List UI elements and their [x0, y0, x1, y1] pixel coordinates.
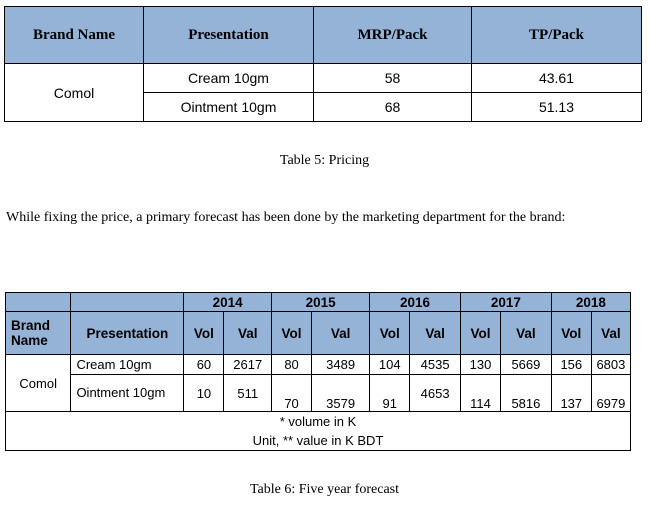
header-val: Val [223, 311, 272, 355]
header-vol: Vol [369, 311, 411, 355]
val-cell: 5816 [500, 374, 552, 412]
header-vol: Vol [459, 311, 502, 355]
year-header: 2017 [459, 292, 552, 312]
tp-cell: 43.61 [471, 63, 642, 93]
header-val: Val [590, 311, 632, 355]
header-presentation: Presentation [70, 311, 185, 355]
val-cell: 6979 [590, 374, 632, 412]
header-vol: Vol [183, 311, 225, 355]
table-row: Ointment 10gm 10 511 70 3579 91 4653 114… [6, 374, 632, 412]
header-tp-pack: TP/Pack [471, 6, 642, 64]
val-cell: 2617 [223, 354, 272, 375]
mrp-cell: 58 [313, 63, 472, 93]
footnote-value: Unit, ** value in K BDT [252, 433, 384, 448]
subheader-row: Brand Name Presentation Vol Val Vol Val … [4, 311, 632, 355]
vol-cell: 104 [369, 354, 411, 375]
val-cell: 5669 [500, 354, 552, 375]
table-row: Comol Cream 10gm 60 2617 80 3489 104 453… [4, 354, 632, 412]
vol-cell: 60 [183, 354, 225, 375]
pricing-table: Brand Name Presentation MRP/Pack TP/Pack… [4, 6, 642, 122]
presentation-cell: Cream 10gm [70, 354, 185, 375]
header-mrp-pack: MRP/Pack [313, 6, 472, 64]
table6-caption: Table 6: Five year forecast [249, 482, 400, 497]
val-cell: 4535 [409, 354, 461, 375]
brand-cell: Comol [4, 63, 144, 122]
header-brand-name: Brand Name [4, 311, 72, 355]
presentation-cell: Ointment 10gm [70, 374, 185, 412]
table5-caption: Table 5: Pricing [279, 153, 370, 168]
header-vol: Vol [550, 311, 592, 355]
presentation-cell: Cream 10gm [143, 63, 314, 93]
header-vol: Vol [270, 311, 313, 355]
pricing-header-row: Brand Name Presentation MRP/Pack TP/Pack [4, 6, 642, 64]
year-header: 2014 [183, 292, 272, 312]
table-row: Comol Cream 10gm 58 43.61 [4, 63, 642, 122]
val-cell: 3489 [311, 354, 371, 375]
val-cell: 6803 [590, 354, 632, 375]
header-presentation: Presentation [143, 6, 314, 64]
val-cell: 4653 [409, 374, 461, 412]
vol-cell: 10 [183, 374, 225, 412]
tp-cell: 51.13 [471, 92, 642, 122]
body-paragraph: While fixing the price, a primary foreca… [6, 210, 566, 225]
blank-header-cell [4, 292, 72, 312]
table-row: Ointment 10gm 68 51.13 [5, 92, 642, 122]
vol-cell: 156 [550, 354, 592, 375]
header-val: Val [311, 311, 371, 355]
vol-cell: 91 [369, 374, 411, 412]
val-cell: 3579 [311, 374, 371, 412]
blank-header-cell [70, 292, 185, 312]
vol-cell: 137 [550, 374, 592, 412]
year-header: 2016 [369, 292, 461, 312]
vol-cell: 80 [270, 354, 313, 375]
forecast-table: 2014 2015 2016 2017 2018 Brand Name Pres… [4, 292, 632, 451]
year-header: 2018 [550, 292, 632, 312]
header-val: Val [409, 311, 461, 355]
presentation-cell: Ointment 10gm [143, 92, 314, 122]
vol-cell: 114 [459, 374, 502, 412]
year-header: 2015 [270, 292, 371, 312]
footnote-row: * volume in K Unit, ** value in K BDT [5, 411, 631, 451]
header-brand-name: Brand Name [4, 6, 144, 64]
mrp-cell: 68 [313, 92, 472, 122]
val-cell: 511 [223, 374, 272, 412]
brand-cell: Comol [4, 354, 72, 412]
footnote-cell: * volume in K Unit, ** value in K BDT [5, 411, 631, 451]
header-val: Val [500, 311, 552, 355]
footnote-volume: * volume in K [279, 414, 357, 429]
year-header-row: 2014 2015 2016 2017 2018 [4, 292, 632, 312]
vol-cell: 130 [459, 354, 502, 375]
vol-cell: 70 [270, 374, 313, 412]
